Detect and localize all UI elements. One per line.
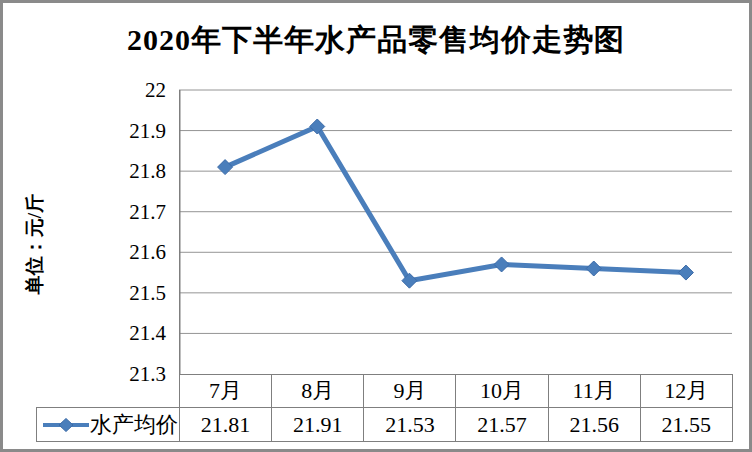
month-header-cell: 8月 xyxy=(272,375,364,408)
value-cell: 21.56 xyxy=(548,408,640,442)
y-tick-label: 21.8 xyxy=(96,160,166,182)
month-header-cell: 7月 xyxy=(180,375,272,408)
chart-title: 2020年下半年水产品零售均价走势图 xyxy=(3,20,749,61)
data-point-marker xyxy=(678,265,693,280)
plot-area xyxy=(179,85,738,379)
y-tick-label: 21.7 xyxy=(96,201,166,223)
data-point-marker xyxy=(494,257,509,272)
y-tick-label: 22 xyxy=(96,79,166,101)
data-point-marker xyxy=(218,160,233,175)
month-header-cell: 9月 xyxy=(364,375,456,408)
series-line xyxy=(225,127,686,281)
data-table: 7月8月9月10月11月12月 水产均价21.8121.9121.5321.57… xyxy=(36,374,733,442)
value-cell: 21.53 xyxy=(364,408,456,442)
y-tick-label: 21.5 xyxy=(96,282,166,304)
data-point-marker xyxy=(586,261,601,276)
y-axis-title: 单位：元/斤 xyxy=(22,154,48,334)
value-cell: 21.55 xyxy=(640,408,732,442)
legend-series-label: 水产均价 xyxy=(90,410,178,440)
table-corner-spacer xyxy=(37,375,180,408)
month-header-cell: 10月 xyxy=(456,375,548,408)
chart-frame: 2020年下半年水产品零售均价走势图 单位：元/斤 22 21.9 21.8 21.7… xyxy=(0,0,752,452)
legend-key-icon xyxy=(42,417,90,433)
y-tick-label: 21.4 xyxy=(96,322,166,344)
month-header-cell: 11月 xyxy=(548,375,640,408)
value-cell: 21.91 xyxy=(272,408,364,442)
month-header-cell: 12月 xyxy=(640,375,732,408)
y-tick-label: 21.9 xyxy=(96,120,166,142)
value-cell: 21.81 xyxy=(180,408,272,442)
y-tick-label: 21.6 xyxy=(96,241,166,263)
legend-cell: 水产均价 xyxy=(37,408,180,442)
value-cell: 21.57 xyxy=(456,408,548,442)
